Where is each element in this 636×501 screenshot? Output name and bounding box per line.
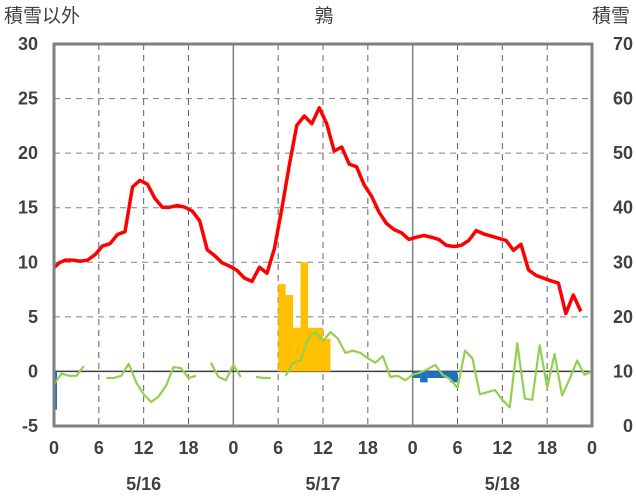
left-y-tick-label: 30 xyxy=(18,34,38,54)
right-y-tick-label: 40 xyxy=(613,198,633,218)
snowfall-bar xyxy=(285,295,294,372)
precip-bar xyxy=(450,371,458,383)
left-y-tick-label: 20 xyxy=(18,143,38,163)
x-tick-label: 18 xyxy=(358,438,378,458)
plot-frame xyxy=(52,42,594,428)
x-tick-label: 6 xyxy=(94,438,104,458)
date-label: 5/17 xyxy=(305,474,340,494)
bars xyxy=(54,262,458,410)
x-tick-label: 6 xyxy=(452,438,462,458)
snowfall-bar xyxy=(293,327,301,372)
snowfall-bar xyxy=(323,338,331,372)
left-y-tick-label: -5 xyxy=(22,416,38,436)
date-label: 5/18 xyxy=(485,474,520,494)
x-tick-label: 0 xyxy=(228,438,238,458)
left-y-tick-label: 0 xyxy=(28,361,38,381)
right-y-tick-label: 10 xyxy=(613,361,633,381)
right-y-tick-label: 50 xyxy=(613,143,633,163)
left-y-tick-label: 10 xyxy=(18,252,38,272)
temperature-line xyxy=(53,365,85,386)
x-tick-label: 0 xyxy=(587,438,597,458)
x-tick-label: 0 xyxy=(49,438,59,458)
right-y-tick-label: 20 xyxy=(613,307,633,327)
date-label: 5/16 xyxy=(126,474,161,494)
left-axis-title: 積雪以外 xyxy=(4,5,80,27)
snow-depth-line xyxy=(52,106,583,316)
temperature-line xyxy=(255,375,271,380)
x-tick-label: 6 xyxy=(273,438,283,458)
precip-bar xyxy=(427,371,436,378)
snowfall-bar xyxy=(300,262,309,372)
left-y-tick-label: 25 xyxy=(18,89,38,109)
snowfall-bar xyxy=(308,327,316,372)
x-tick-label: 12 xyxy=(492,438,512,458)
lines xyxy=(52,106,593,409)
temperature-line xyxy=(106,362,197,404)
left-y-tick-label: 5 xyxy=(28,307,38,327)
right-y-tick-label: 70 xyxy=(613,34,633,54)
snowfall-bar xyxy=(278,284,286,372)
left-y-tick-label: 15 xyxy=(18,198,38,218)
right-y-tick-label: 30 xyxy=(613,252,633,272)
right-axis-title: 積雪 xyxy=(592,5,630,27)
right-y-tick-label: 0 xyxy=(623,416,633,436)
temperature-line xyxy=(209,362,242,382)
x-tick-label: 18 xyxy=(537,438,557,458)
x-tick-label: 18 xyxy=(178,438,198,458)
snowfall-bar xyxy=(315,327,323,372)
chart-title: 鶉 xyxy=(314,5,333,27)
temperature-line xyxy=(284,331,593,409)
x-tick-label: 0 xyxy=(408,438,418,458)
right-y-tick-label: 60 xyxy=(613,89,633,109)
x-tick-label: 12 xyxy=(134,438,154,458)
x-tick-label: 12 xyxy=(313,438,333,458)
precip-bar xyxy=(435,371,443,378)
precip-bar xyxy=(442,371,451,378)
precip-bar xyxy=(420,371,428,383)
